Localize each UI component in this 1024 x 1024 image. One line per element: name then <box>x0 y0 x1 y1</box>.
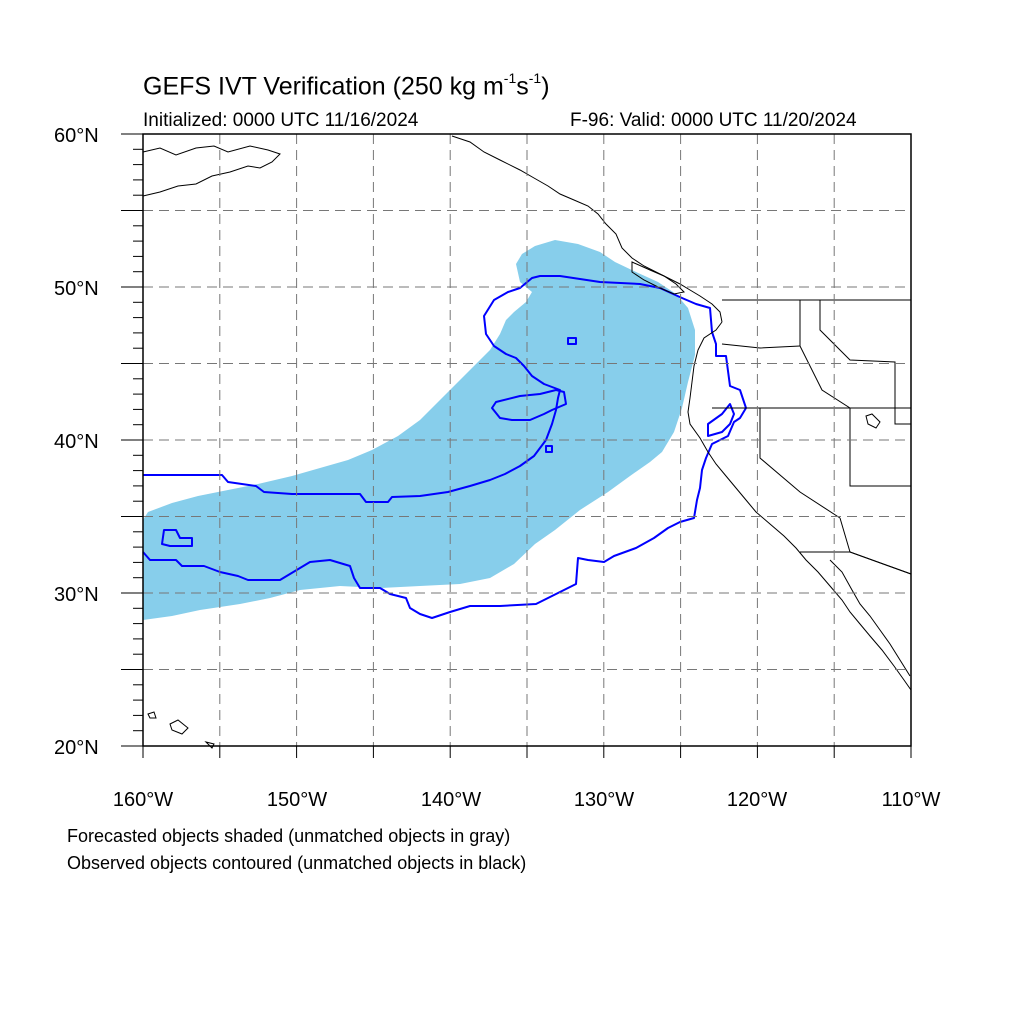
state-border-mt <box>819 300 911 425</box>
graticule <box>143 134 911 746</box>
observed-small-b <box>545 445 553 453</box>
state-border-id <box>799 300 851 409</box>
bc-alaska-panhandle-coast <box>451 135 723 323</box>
valid-time-label: F-96: Valid: 0000 UTC 11/20/2024 <box>570 110 857 131</box>
observed-coastal-loop <box>707 403 735 437</box>
state-border-nv <box>759 408 841 519</box>
utah-lake <box>865 413 881 429</box>
lat-label-30: 30°N <box>54 584 99 606</box>
mexico-border <box>800 551 912 575</box>
forecast-object <box>143 240 695 620</box>
state-border-ut <box>849 408 911 487</box>
baja-coast <box>829 559 911 677</box>
state-border-az <box>839 517 912 575</box>
lon-label-160w: 160°W <box>113 789 173 811</box>
observed-legend-note: Observed objects contoured (unmatched ob… <box>67 853 527 873</box>
lon-label-130w: 130°W <box>574 789 634 811</box>
lon-label-140w: 140°W <box>421 789 481 811</box>
hawaii-islands <box>147 711 215 749</box>
lat-label-60: 60°N <box>54 125 99 147</box>
init-time-label: Initialized: 0000 UTC 11/16/2024 <box>143 110 419 131</box>
lat-label-20: 20°N <box>54 737 99 759</box>
lon-label-110w: 110°W <box>882 789 941 811</box>
lon-label-120w: 120°W <box>727 789 787 811</box>
axis-ticks <box>121 133 912 758</box>
observed-inner-contour <box>491 389 567 421</box>
lat-label-50: 50°N <box>54 278 99 300</box>
lat-label-40: 40°N <box>54 431 99 453</box>
forecast-legend-note: Forecasted objects shaded (unmatched obj… <box>67 826 511 846</box>
coastlines <box>142 135 912 749</box>
us-west-coast <box>687 321 912 691</box>
observed-small-a <box>567 337 577 345</box>
observed-small-west <box>161 529 193 547</box>
lon-label-150w: 150°W <box>267 789 327 811</box>
chart-title: GEFS IVT Verification (250 kg m-1s-1) <box>143 70 550 101</box>
state-border-or-wa <box>721 343 801 349</box>
alaska-coast <box>142 145 281 197</box>
vancouver-island <box>631 261 686 295</box>
